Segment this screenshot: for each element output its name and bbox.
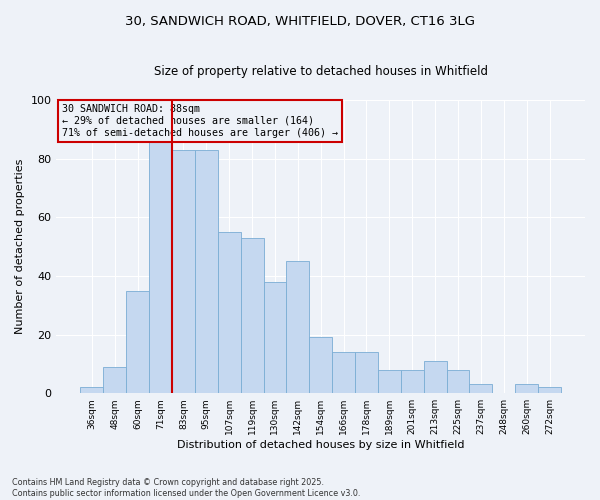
Bar	[263, 282, 286, 393]
Bar	[355, 352, 378, 393]
Y-axis label: Number of detached properties: Number of detached properties	[15, 159, 25, 334]
Bar	[80, 388, 103, 393]
Text: 30 SANDWICH ROAD: 88sqm
← 29% of detached houses are smaller (164)
71% of semi-d: 30 SANDWICH ROAD: 88sqm ← 29% of detache…	[62, 104, 338, 138]
Bar	[218, 232, 241, 393]
Text: Contains HM Land Registry data © Crown copyright and database right 2025.
Contai: Contains HM Land Registry data © Crown c…	[12, 478, 361, 498]
Title: Size of property relative to detached houses in Whitfield: Size of property relative to detached ho…	[154, 65, 488, 78]
Bar	[332, 352, 355, 393]
Bar	[195, 150, 218, 393]
Bar	[126, 290, 149, 393]
Bar	[424, 361, 446, 393]
Bar	[538, 388, 561, 393]
Text: 30, SANDWICH ROAD, WHITFIELD, DOVER, CT16 3LG: 30, SANDWICH ROAD, WHITFIELD, DOVER, CT1…	[125, 15, 475, 28]
Bar	[172, 150, 195, 393]
X-axis label: Distribution of detached houses by size in Whitfield: Distribution of detached houses by size …	[177, 440, 464, 450]
Bar	[309, 338, 332, 393]
Bar	[378, 370, 401, 393]
Bar	[401, 370, 424, 393]
Bar	[241, 238, 263, 393]
Bar	[286, 262, 309, 393]
Bar	[149, 135, 172, 393]
Bar	[469, 384, 493, 393]
Bar	[515, 384, 538, 393]
Bar	[446, 370, 469, 393]
Bar	[103, 367, 126, 393]
